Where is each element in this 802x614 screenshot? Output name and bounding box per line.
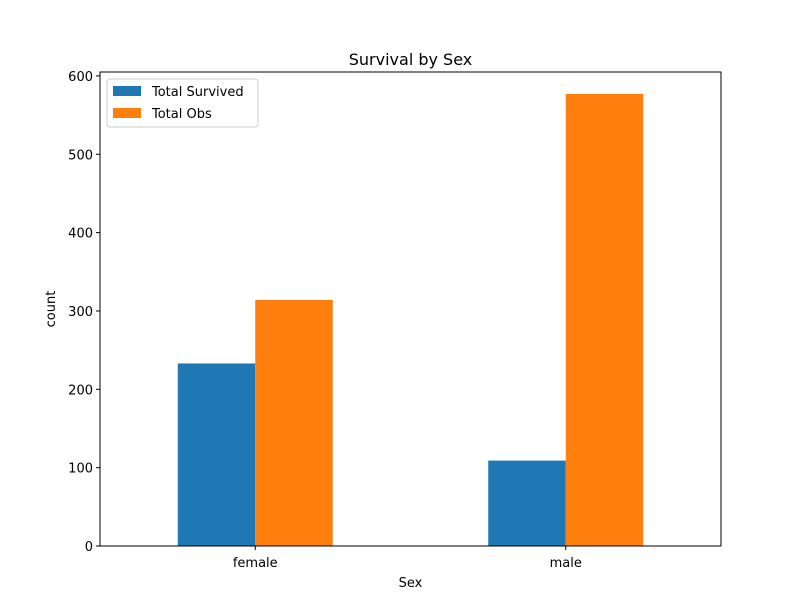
y-axis-label: count: [44, 291, 59, 328]
y-axis: 0 100 200 300 400 500 600: [68, 70, 100, 555]
legend-swatch-total-survived: [113, 86, 141, 96]
chart-title: Survival by Sex: [349, 50, 473, 69]
legend-label-total-survived: Total Survived: [151, 85, 244, 100]
y-tick-label-300: 300: [68, 305, 93, 320]
bar-total-obs-male: [565, 93, 644, 546]
bar-total-obs-female: [255, 299, 333, 546]
plot-area: [99, 71, 722, 547]
legend-label-total-obs: Total Obs: [151, 107, 212, 122]
bars: [177, 93, 644, 546]
x-axis: female male: [233, 546, 582, 571]
plot-frame: [99, 71, 722, 547]
y-tick-label-400: 400: [68, 227, 93, 242]
bar-total-survived-female: [177, 363, 256, 546]
legend-box: [106, 78, 259, 128]
y-tick-label-100: 100: [68, 462, 93, 477]
legend: Total Survived Total Obs: [106, 78, 259, 128]
x-axis-label: Sex: [399, 576, 423, 591]
y-tick-label-500: 500: [68, 148, 93, 163]
x-tick-label-male: male: [550, 556, 582, 571]
y-tick-label-0: 0: [85, 540, 93, 555]
legend-swatch-total-obs: [113, 108, 141, 118]
y-tick-label-600: 600: [68, 70, 93, 85]
bar-total-survived-male: [488, 460, 566, 546]
y-tick-label-200: 200: [68, 383, 93, 398]
x-tick-label-female: female: [233, 556, 278, 571]
